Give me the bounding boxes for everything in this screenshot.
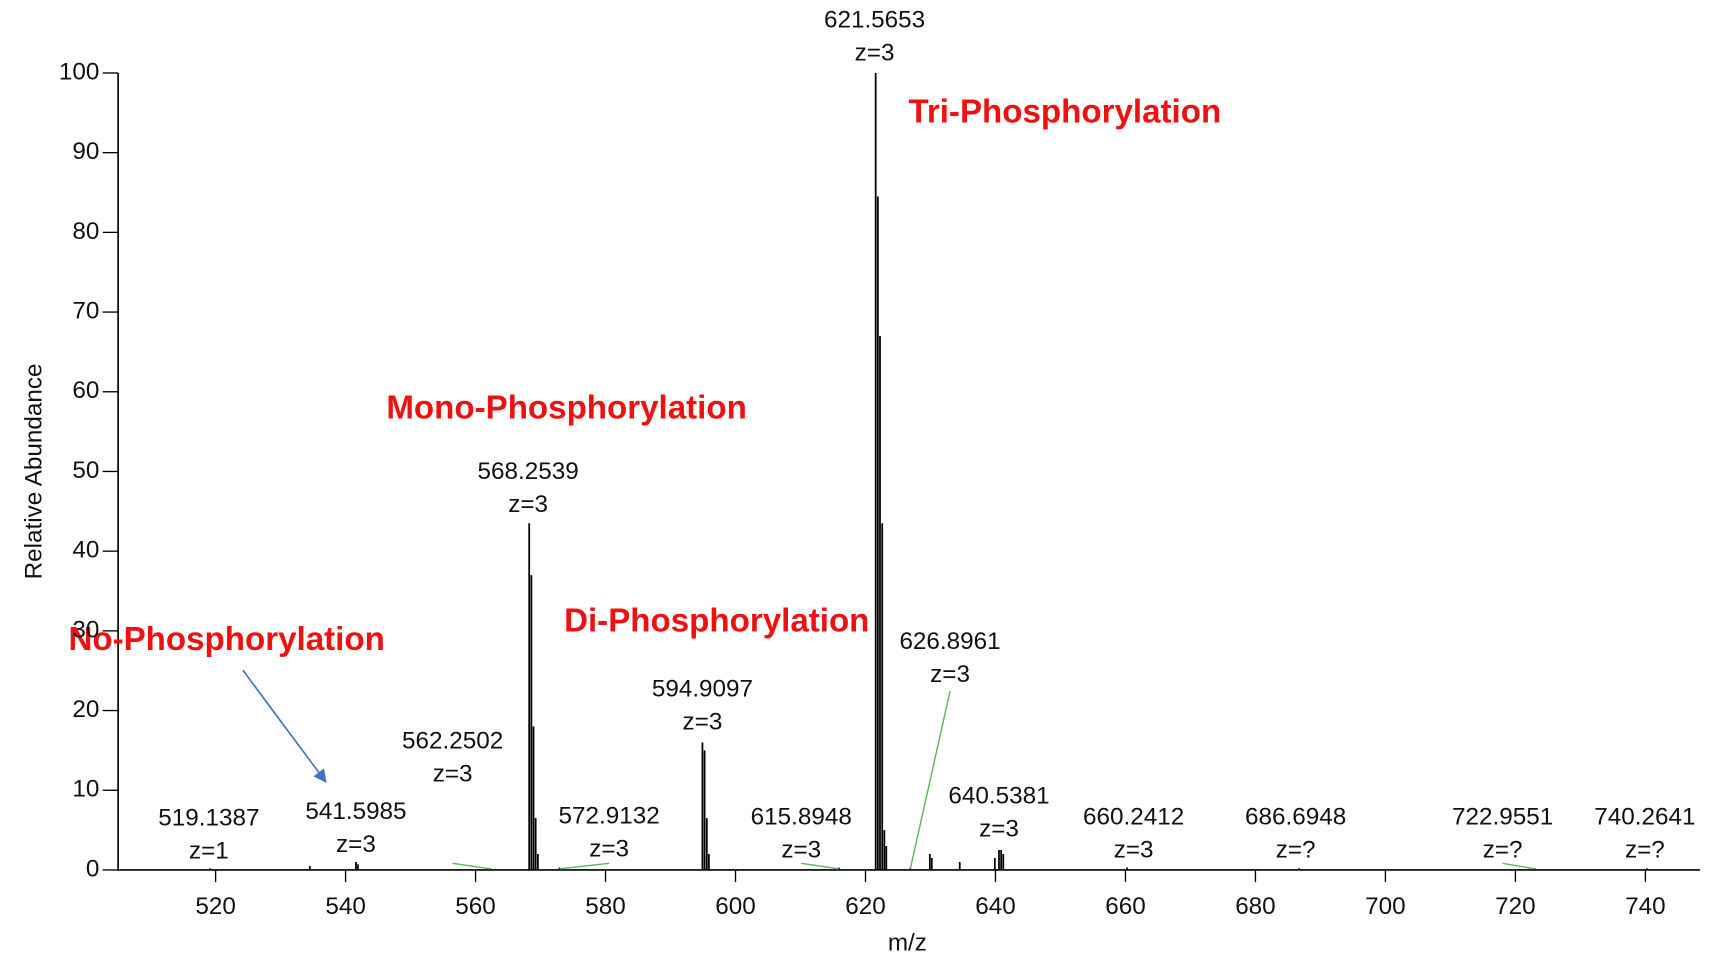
peak-charge: z=3 bbox=[1114, 837, 1154, 864]
annotation: Tri-Phosphorylation bbox=[908, 94, 1221, 131]
y-tick-label: 80 bbox=[72, 218, 99, 245]
peak-label: 686.6948 bbox=[1245, 803, 1346, 830]
peak-charge: z=1 bbox=[189, 838, 229, 865]
peak-charge: z=3 bbox=[781, 837, 821, 864]
arrow bbox=[242, 669, 327, 783]
x-tick-label: 680 bbox=[1235, 893, 1276, 920]
y-tick-label: 40 bbox=[72, 537, 99, 564]
x-tick-label: 520 bbox=[195, 893, 236, 920]
y-tick-label: 30 bbox=[72, 616, 99, 643]
peak-charge: z=3 bbox=[855, 40, 895, 67]
peak-label: 594.9097 bbox=[652, 675, 753, 702]
peak-charge: z=? bbox=[1276, 837, 1316, 864]
x-axis-title: m/z bbox=[888, 929, 927, 956]
peak-label: 568.2539 bbox=[477, 458, 578, 485]
annotation: Mono-Phosphorylation bbox=[386, 389, 747, 426]
x-tick-label: 540 bbox=[325, 893, 366, 920]
leader-line bbox=[1502, 862, 1535, 870]
y-tick-label: 100 bbox=[59, 58, 99, 85]
peak-charge: z=3 bbox=[930, 661, 970, 688]
leader-line bbox=[801, 862, 839, 870]
peak-charge: z=3 bbox=[508, 491, 548, 518]
y-tick-label: 70 bbox=[72, 297, 99, 324]
peak-charge: z=3 bbox=[589, 835, 629, 862]
x-tick-label: 660 bbox=[1105, 893, 1146, 920]
peak-label: 626.8961 bbox=[899, 628, 1000, 655]
peak-label: 541.5985 bbox=[305, 798, 406, 825]
peak-charge: z=3 bbox=[979, 816, 1019, 843]
y-tick-label: 0 bbox=[86, 855, 100, 882]
x-tick-label: 700 bbox=[1365, 893, 1406, 920]
y-tick-label: 50 bbox=[72, 457, 99, 484]
leader-line bbox=[909, 690, 951, 870]
peak-charge: z=3 bbox=[683, 709, 723, 736]
leader-line bbox=[559, 862, 610, 870]
leader-line bbox=[452, 862, 491, 870]
x-tick-label: 740 bbox=[1625, 893, 1666, 920]
x-tick-label: 580 bbox=[585, 893, 626, 920]
x-tick-label: 600 bbox=[715, 893, 756, 920]
annotation: No-Phosphorylation bbox=[68, 621, 384, 658]
peak-label: 562.2502 bbox=[402, 727, 503, 754]
peak-charge: z=3 bbox=[433, 760, 473, 787]
annotation: Di-Phosphorylation bbox=[564, 602, 869, 639]
y-tick-label: 60 bbox=[72, 377, 99, 404]
peak-label: 615.8948 bbox=[751, 803, 852, 830]
peak-charge: z=? bbox=[1483, 837, 1523, 864]
peak-charge: z=3 bbox=[336, 831, 376, 858]
x-tick-label: 620 bbox=[845, 893, 886, 920]
y-tick-label: 20 bbox=[72, 696, 99, 723]
y-tick-label: 90 bbox=[72, 138, 99, 165]
y-axis-title: Relative Abundance bbox=[21, 364, 48, 580]
y-tick-label: 10 bbox=[72, 776, 99, 803]
peak-charge: z=? bbox=[1625, 837, 1665, 864]
peak-label: 740.2641 bbox=[1594, 803, 1695, 830]
peak-label: 572.9132 bbox=[559, 802, 660, 829]
x-tick-label: 640 bbox=[975, 893, 1015, 920]
x-tick-label: 560 bbox=[455, 893, 496, 920]
peak-label: 640.5381 bbox=[948, 783, 1049, 810]
peak-label: 621.5653 bbox=[824, 6, 925, 33]
peak-label: 519.1387 bbox=[158, 805, 259, 832]
x-tick-label: 720 bbox=[1495, 893, 1536, 920]
peak-label: 660.2412 bbox=[1083, 803, 1184, 830]
peak-label: 722.9551 bbox=[1452, 803, 1553, 830]
